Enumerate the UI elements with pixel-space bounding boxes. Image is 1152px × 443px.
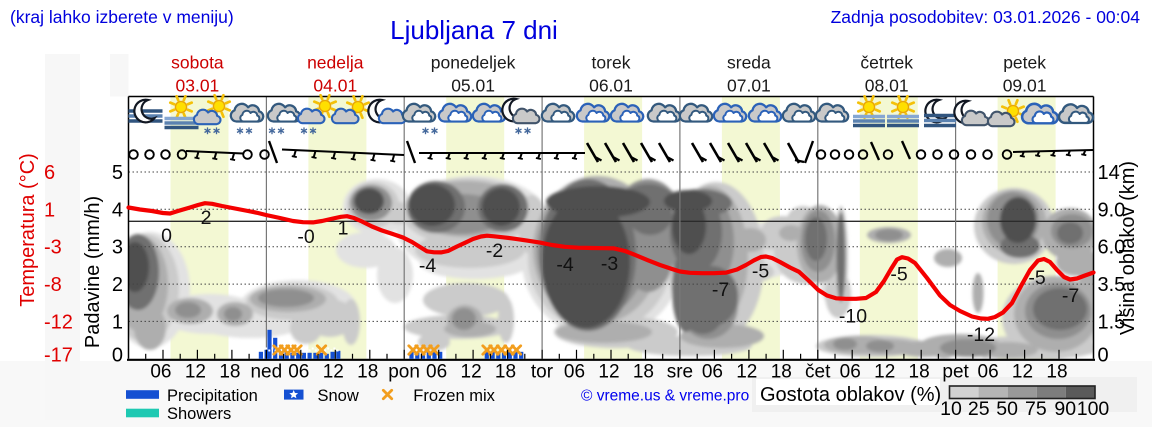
svg-text:-7: -7 (1062, 285, 1079, 307)
svg-text:12: 12 (1012, 361, 1033, 382)
svg-text:nedelja: nedelja (307, 53, 364, 73)
svg-text:-3: -3 (601, 253, 618, 275)
svg-text:09.01: 09.01 (1003, 76, 1047, 96)
svg-text:10: 10 (940, 398, 962, 420)
svg-text:-0: -0 (297, 226, 314, 248)
svg-text:3.5: 3.5 (1098, 274, 1126, 296)
svg-text:0: 0 (112, 345, 123, 367)
svg-text:06: 06 (840, 361, 861, 382)
svg-text:07.01: 07.01 (727, 76, 771, 96)
svg-text:5: 5 (112, 162, 123, 184)
svg-text:06: 06 (426, 361, 447, 382)
svg-text:2: 2 (201, 207, 212, 229)
svg-text:-5: -5 (890, 264, 907, 286)
svg-text:sobota: sobota (171, 53, 224, 73)
svg-text:1: 1 (112, 311, 123, 333)
svg-text:1.5: 1.5 (1098, 311, 1126, 333)
svg-text:25: 25 (968, 398, 990, 420)
svg-text:75: 75 (1025, 398, 1047, 420)
svg-text:14: 14 (1098, 162, 1120, 184)
svg-text:Gostota oblakov (%): Gostota oblakov (%) (760, 384, 941, 406)
svg-text:tor: tor (531, 361, 554, 382)
svg-text:50: 50 (996, 398, 1018, 420)
svg-text:Zadnja posodobitev: 03.01.2026: Zadnja posodobitev: 03.01.2026 - 00:04 (831, 7, 1141, 27)
svg-text:petek: petek (1003, 53, 1046, 73)
svg-text:2: 2 (112, 274, 123, 296)
svg-text:Precipitation: Precipitation (167, 387, 258, 405)
svg-text:6: 6 (44, 162, 55, 184)
svg-text:06: 06 (150, 361, 171, 382)
svg-text:-3: -3 (44, 237, 62, 259)
svg-text:Snow: Snow (318, 387, 359, 405)
svg-text:06.01: 06.01 (589, 76, 633, 96)
svg-text:-17: -17 (44, 345, 73, 367)
svg-text:06: 06 (702, 361, 723, 382)
svg-text:Višina oblakov (km): Višina oblakov (km) (1117, 161, 1139, 335)
svg-text:čet: čet (805, 361, 831, 382)
svg-text:-7: -7 (712, 279, 729, 301)
svg-text:Showers: Showers (167, 405, 231, 423)
svg-text:-8: -8 (44, 274, 62, 296)
svg-text:12: 12 (185, 361, 206, 382)
svg-text:sre: sre (667, 361, 693, 382)
svg-text:© vreme.us & vreme.pro: © vreme.us & vreme.pro (581, 388, 749, 405)
svg-text:-12: -12 (44, 311, 73, 333)
svg-text:06: 06 (978, 361, 999, 382)
svg-text:ned: ned (250, 361, 282, 382)
svg-text:18: 18 (633, 361, 654, 382)
svg-text:03.01: 03.01 (176, 76, 220, 96)
svg-text:18: 18 (771, 361, 792, 382)
svg-text:-4: -4 (419, 255, 436, 277)
svg-text:6.0: 6.0 (1098, 237, 1126, 259)
svg-text:18: 18 (357, 361, 378, 382)
svg-text:3: 3 (112, 237, 123, 259)
svg-text:-12: -12 (967, 324, 995, 346)
svg-text:0: 0 (161, 225, 172, 247)
svg-text:12: 12 (461, 361, 482, 382)
svg-text:18: 18 (219, 361, 240, 382)
svg-text:08.01: 08.01 (865, 76, 909, 96)
svg-text:Frozen mix: Frozen mix (413, 387, 495, 405)
svg-text:četrtek: četrtek (860, 53, 913, 73)
svg-text:0: 0 (1098, 345, 1109, 367)
svg-text:90: 90 (1054, 398, 1076, 420)
svg-text:Ljubljana 7 dni: Ljubljana 7 dni (390, 15, 558, 45)
svg-text:12: 12 (323, 361, 344, 382)
svg-text:9.0: 9.0 (1098, 199, 1126, 221)
svg-text:1: 1 (338, 218, 349, 240)
svg-text:18: 18 (495, 361, 516, 382)
svg-text:-5: -5 (1028, 267, 1045, 289)
svg-text:Padavine (mm/h): Padavine (mm/h) (82, 196, 104, 348)
svg-text:18: 18 (909, 361, 930, 382)
svg-text:12: 12 (598, 361, 619, 382)
svg-text:100: 100 (1077, 398, 1110, 420)
svg-text:06: 06 (288, 361, 309, 382)
svg-text:-4: -4 (556, 254, 573, 276)
svg-text:05.01: 05.01 (451, 76, 495, 96)
svg-text:-10: -10 (839, 306, 867, 328)
svg-text:pon: pon (388, 361, 420, 382)
svg-text:4: 4 (112, 199, 123, 221)
svg-text:sreda: sreda (727, 53, 771, 73)
svg-text:1: 1 (44, 199, 55, 221)
svg-text:Temperatura (°C): Temperatura (°C) (17, 153, 39, 307)
svg-text:(kraj lahko izberete v meniju): (kraj lahko izberete v meniju) (10, 7, 234, 27)
svg-text:12: 12 (874, 361, 895, 382)
svg-text:04.01: 04.01 (313, 76, 357, 96)
svg-text:06: 06 (564, 361, 585, 382)
svg-text:-2: -2 (486, 240, 503, 262)
svg-text:pet: pet (942, 361, 969, 382)
svg-text:ponedeljek: ponedeljek (431, 53, 516, 73)
svg-text:12: 12 (736, 361, 757, 382)
svg-text:18: 18 (1046, 361, 1067, 382)
svg-text:-5: -5 (752, 261, 769, 283)
svg-text:torek: torek (592, 53, 631, 73)
